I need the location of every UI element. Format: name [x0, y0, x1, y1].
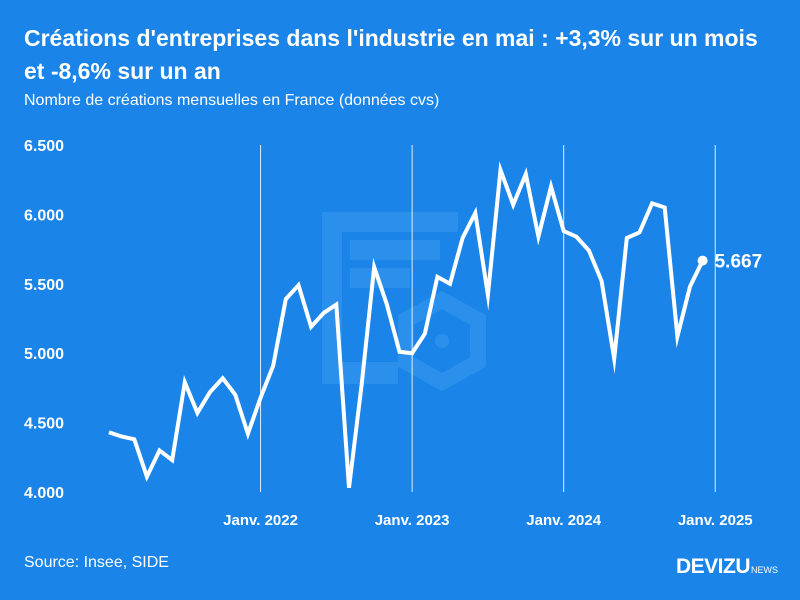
last-value-label: 5.667	[715, 252, 763, 273]
chart-subtitle: Nombre de créations mensuelles en France…	[24, 92, 440, 109]
brand-logo-suffix: NEWS	[751, 565, 778, 575]
y-tick-label: 6.500	[24, 138, 64, 155]
chart-title: Créations d'entreprises dans l'industrie…	[24, 25, 758, 84]
y-tick-label: 5.000	[24, 346, 64, 363]
y-tick-label: 4.000	[24, 485, 64, 502]
brand-logo: DEVIZUNEWS	[676, 555, 778, 579]
x-tick-label: Janv. 2023	[375, 512, 450, 529]
gridlines	[260, 145, 716, 492]
y-tick-label: 6.000	[24, 207, 64, 224]
y-tick-label: 4.500	[24, 416, 64, 433]
y-axis: 4.000 4.500 5.000 5.500 6.000 6.500	[24, 138, 64, 502]
x-axis: Janv. 2022 Janv. 2023 Janv. 2024 Janv. 2025	[223, 512, 752, 529]
last-point-marker	[697, 255, 708, 266]
series-line	[108, 161, 705, 489]
brand-logo-main: DEVIZU	[675, 555, 751, 578]
watermark-logo-icon	[322, 212, 486, 392]
x-tick-label: Janv. 2022	[223, 512, 298, 529]
series-layer: 5.667	[108, 161, 763, 489]
x-tick-label: Janv. 2024	[526, 512, 601, 529]
x-tick-label: Janv. 2025	[678, 512, 753, 529]
y-tick-label: 5.500	[24, 277, 64, 294]
source-note: Source: Insee, SIDE	[24, 554, 169, 571]
